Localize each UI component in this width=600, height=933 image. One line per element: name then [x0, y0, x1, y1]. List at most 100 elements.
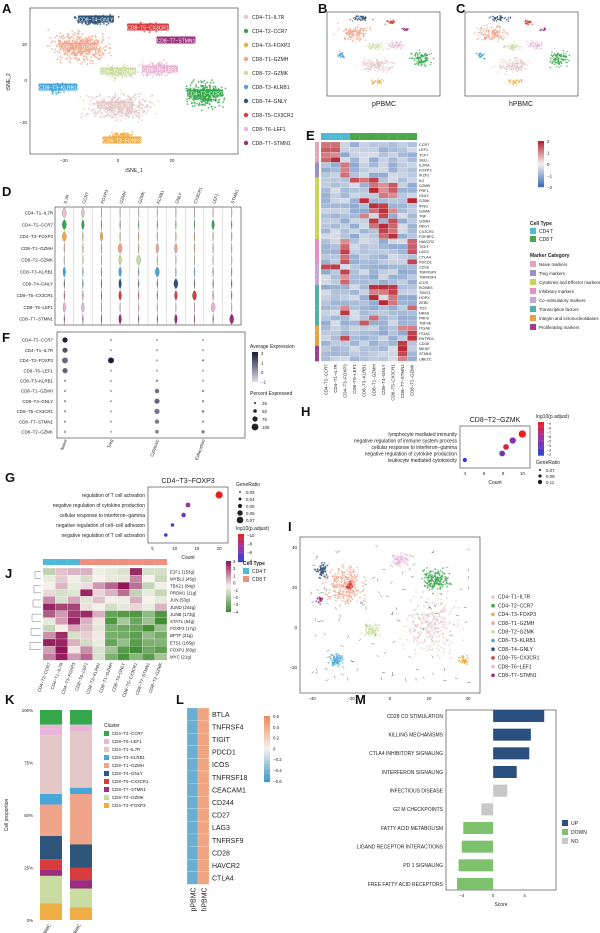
cell-point	[426, 567, 428, 569]
cell-point	[416, 61, 418, 63]
cell-point	[423, 617, 425, 620]
heatmap-cell	[320, 284, 331, 290]
cell-point	[335, 584, 338, 587]
category-bar	[315, 340, 319, 346]
cell-point	[435, 640, 437, 643]
cell-point	[151, 102, 154, 105]
cell-point	[101, 36, 104, 39]
cell-point	[405, 618, 408, 621]
cell-point	[442, 583, 445, 586]
cell-point	[477, 32, 479, 34]
cell-point	[359, 596, 361, 599]
heatmap-cell	[359, 187, 370, 194]
cell-point	[431, 602, 433, 604]
cell-point	[509, 45, 511, 47]
cell-point	[368, 27, 370, 29]
heatmap-cell	[388, 177, 398, 183]
legend-label: Inhibitory markers	[539, 289, 575, 294]
cell-point	[507, 20, 509, 23]
cell-point	[444, 627, 447, 630]
cell-point	[525, 20, 527, 23]
heatmap-cell	[359, 274, 370, 280]
colorbar-tick: −4	[547, 444, 551, 448]
category-bar	[315, 238, 319, 244]
heatmap-cell	[407, 259, 418, 265]
cell-point	[426, 625, 429, 628]
heatmap-cell	[388, 172, 398, 178]
cell-point	[55, 45, 58, 47]
dotplot-dot	[201, 359, 205, 362]
category-bar	[315, 142, 319, 148]
heatmap-cell	[388, 310, 398, 316]
category-bar	[315, 351, 319, 357]
heatmap-cell	[330, 279, 341, 285]
cell-point	[505, 73, 507, 76]
cell-point	[362, 15, 365, 18]
cell-point	[432, 586, 435, 589]
cell-point	[478, 37, 480, 40]
violin-shape	[194, 301, 195, 313]
heatmap-cell	[359, 238, 370, 245]
cell-point	[141, 103, 144, 106]
cell-point	[54, 51, 56, 54]
category-bar	[315, 218, 319, 224]
heatmap-gene-label: LEF1	[419, 148, 428, 152]
heatmap-cell	[397, 289, 408, 296]
cell-point	[126, 65, 129, 67]
cell-point	[441, 620, 444, 623]
cell-point	[343, 57, 346, 59]
cell-point	[186, 100, 189, 103]
cell-point	[368, 65, 370, 67]
cell-point	[425, 635, 428, 638]
cell-point	[118, 97, 121, 99]
violin-shape	[194, 207, 195, 219]
panel-e-heatmap: CCR7LEF1TCF7SELLIL2RAFOXP3IKZF2IL2GZMBPR…	[315, 133, 600, 401]
heatmap-cell	[330, 259, 341, 265]
cell-point	[479, 28, 481, 31]
cell-point	[91, 96, 93, 98]
cell-point	[521, 81, 523, 83]
cell-point	[439, 580, 442, 583]
cell-point	[444, 575, 446, 578]
heatmap-cell	[368, 147, 379, 153]
cell-point	[377, 62, 379, 65]
term-label: negative regulation of cytokine producti…	[53, 503, 146, 509]
legend-swatch	[530, 279, 536, 285]
cell-point	[423, 605, 425, 608]
cell-point	[378, 45, 381, 47]
heatmap-cell	[349, 167, 360, 173]
cell-point	[106, 111, 109, 114]
cell-point	[79, 52, 82, 55]
cell-point	[349, 36, 351, 38]
legend-swatch	[530, 270, 536, 276]
cell-point	[415, 52, 417, 54]
cell-point	[131, 131, 134, 133]
heatmap-cell	[407, 305, 418, 311]
cell-point	[337, 572, 339, 575]
cell-point	[78, 30, 81, 33]
cell-point	[101, 112, 104, 115]
cell-point	[142, 74, 145, 76]
colorbar-segment	[238, 546, 244, 549]
cell-point	[407, 28, 409, 30]
heatmap-cell	[368, 320, 379, 326]
heatmap-cell	[378, 203, 389, 209]
colorbar-tick: −3	[547, 448, 551, 452]
violin-shape	[175, 219, 177, 231]
cell-point	[505, 69, 508, 71]
cell-point	[504, 31, 506, 33]
heatmap-cell	[378, 351, 389, 357]
cell-point	[436, 647, 438, 650]
cell-point	[440, 602, 443, 605]
cell-point	[60, 36, 63, 39]
cell-point	[419, 618, 422, 620]
cell-point	[531, 41, 533, 44]
heatmap-gene-label: NR4A	[419, 311, 430, 315]
cell-point	[348, 571, 351, 573]
cell-point	[399, 41, 401, 43]
cell-point	[72, 53, 75, 56]
cell-point	[445, 579, 448, 582]
cell-point	[440, 575, 443, 577]
dotplot-dot	[110, 390, 112, 392]
row-label: CD8−T5−CX3CR1	[17, 293, 54, 298]
